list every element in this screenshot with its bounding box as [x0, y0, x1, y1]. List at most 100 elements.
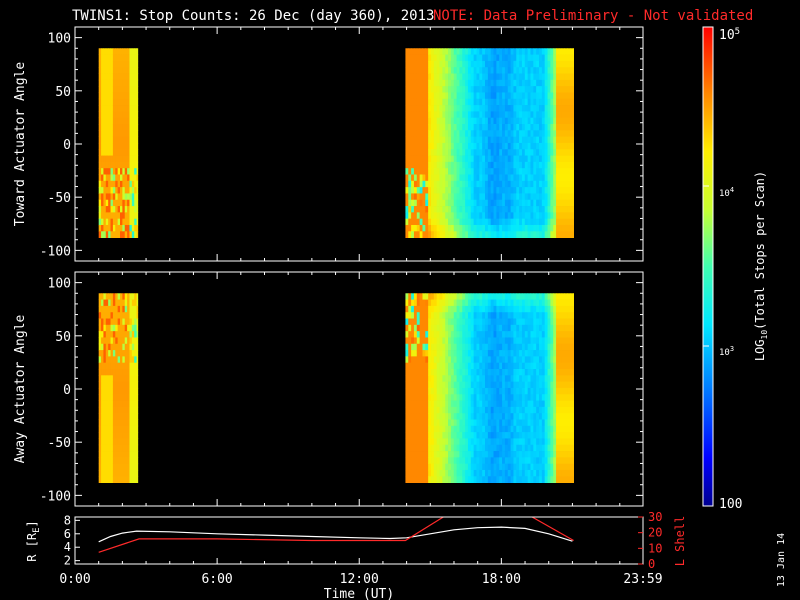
- heatmap-cell: [459, 451, 463, 458]
- heatmap-cell: [476, 218, 480, 226]
- heatmap-cell: [530, 86, 534, 93]
- heatmap-cell: [112, 381, 116, 389]
- heatmap-cell: [521, 187, 526, 194]
- heatmap-cell: [456, 161, 460, 169]
- heatmap-cell: [422, 212, 426, 220]
- heatmap-cell: [405, 180, 409, 188]
- heatmap-cell: [129, 79, 133, 87]
- heatmap-cell: [117, 124, 121, 131]
- heatmap-cell: [422, 369, 426, 376]
- heatmap-cell: [533, 337, 537, 345]
- heatmap-cell: [448, 54, 452, 62]
- heatmap-cell: [473, 394, 477, 401]
- heatmap-cell: [553, 224, 557, 232]
- heatmap-cell: [445, 476, 449, 483]
- heatmap-cell: [122, 231, 126, 238]
- heatmap-cell: [561, 174, 565, 182]
- heatmap-cell: [448, 293, 452, 300]
- heatmap-cell: [558, 394, 563, 401]
- heatmap-cell: [428, 350, 432, 357]
- heatmap-cell: [448, 60, 452, 68]
- heatmap-cell: [405, 142, 409, 150]
- heatmap-cell: [510, 413, 514, 420]
- heatmap-cell: [136, 193, 139, 201]
- heatmap-cell: [453, 312, 457, 319]
- heatmap-cell: [479, 54, 483, 62]
- heatmap-cell: [561, 337, 565, 345]
- heatmap-cell: [564, 457, 568, 465]
- heatmap-cell: [502, 86, 506, 93]
- heatmap-cell: [436, 48, 440, 55]
- heatmap-cell: [527, 444, 531, 452]
- heatmap-cell: [493, 299, 497, 307]
- heatmap-cell: [442, 400, 446, 408]
- heatmap-cell: [436, 457, 440, 465]
- heatmap-cell: [436, 438, 440, 446]
- heatmap-cell: [456, 324, 460, 332]
- heatmap-cell: [513, 375, 517, 383]
- heatmap-cell: [547, 318, 551, 326]
- heatmap-cell: [516, 149, 520, 156]
- heatmap-cell: [450, 406, 455, 414]
- heatmap-cell: [431, 356, 435, 364]
- heatmap-cell: [117, 180, 121, 188]
- heatmap-cell: [516, 130, 520, 138]
- heatmap-cell: [436, 419, 440, 427]
- heatmap-cell: [521, 111, 526, 119]
- heatmap-cell: [513, 337, 517, 345]
- heatmap-cell: [127, 381, 130, 389]
- heatmap-cell: [425, 419, 429, 427]
- heatmap-cell: [433, 343, 438, 351]
- heatmap-cell: [416, 60, 421, 68]
- heatmap-cell: [536, 161, 540, 169]
- heatmap-cell: [428, 299, 432, 307]
- heatmap-cell: [101, 438, 104, 446]
- heatmap-cell: [539, 180, 543, 188]
- heatmap-cell: [450, 73, 455, 81]
- heatmap-cell: [524, 331, 529, 338]
- heatmap-cell: [134, 312, 137, 319]
- heatmap-cell: [419, 444, 423, 452]
- heatmap-cell: [573, 79, 574, 87]
- heatmap-cell: [513, 231, 517, 238]
- heatmap-cell: [530, 48, 534, 55]
- heatmap-cell: [120, 187, 123, 194]
- heatmap-cell: [112, 124, 116, 131]
- heatmap-cell: [473, 331, 477, 338]
- heatmap-cell: [416, 54, 421, 62]
- heatmap-cell: [570, 413, 574, 420]
- y-tick-label: -50: [48, 191, 71, 206]
- heatmap-cell: [422, 438, 426, 446]
- heatmap-cell: [450, 54, 455, 62]
- heatmap-cell: [476, 193, 480, 201]
- heatmap-cell: [558, 54, 563, 62]
- heatmap-cell: [476, 212, 480, 220]
- heatmap-cell: [493, 86, 497, 93]
- heatmap-cell: [539, 124, 543, 131]
- heatmap-cell: [433, 444, 438, 452]
- heatmap-cell: [445, 174, 449, 182]
- heatmap-cell: [470, 136, 475, 144]
- heatmap-cell: [485, 105, 489, 112]
- heatmap-cell: [124, 375, 128, 383]
- heatmap-cell: [110, 67, 114, 74]
- heatmap-cell: [103, 199, 107, 207]
- heatmap-cell: [550, 444, 554, 452]
- heatmap-cell: [496, 124, 500, 131]
- heatmap-cell: [465, 394, 469, 401]
- heatmap-cell: [482, 231, 486, 238]
- heatmap-cell: [442, 187, 446, 194]
- heatmap-cell: [405, 130, 409, 138]
- heatmap-cell: [487, 318, 492, 326]
- heatmap-cell: [431, 193, 435, 201]
- heatmap-cell: [453, 79, 457, 87]
- heatmap-cell: [485, 79, 489, 87]
- heatmap-cell: [476, 111, 480, 119]
- heatmap-cell: [485, 224, 489, 232]
- heatmap-cell: [105, 187, 109, 194]
- heatmap-cell: [490, 187, 494, 194]
- heatmap-cell: [453, 161, 457, 169]
- y-tick-label: 50: [55, 85, 71, 100]
- heatmap-cell: [550, 60, 554, 68]
- heatmap-cell: [570, 199, 574, 207]
